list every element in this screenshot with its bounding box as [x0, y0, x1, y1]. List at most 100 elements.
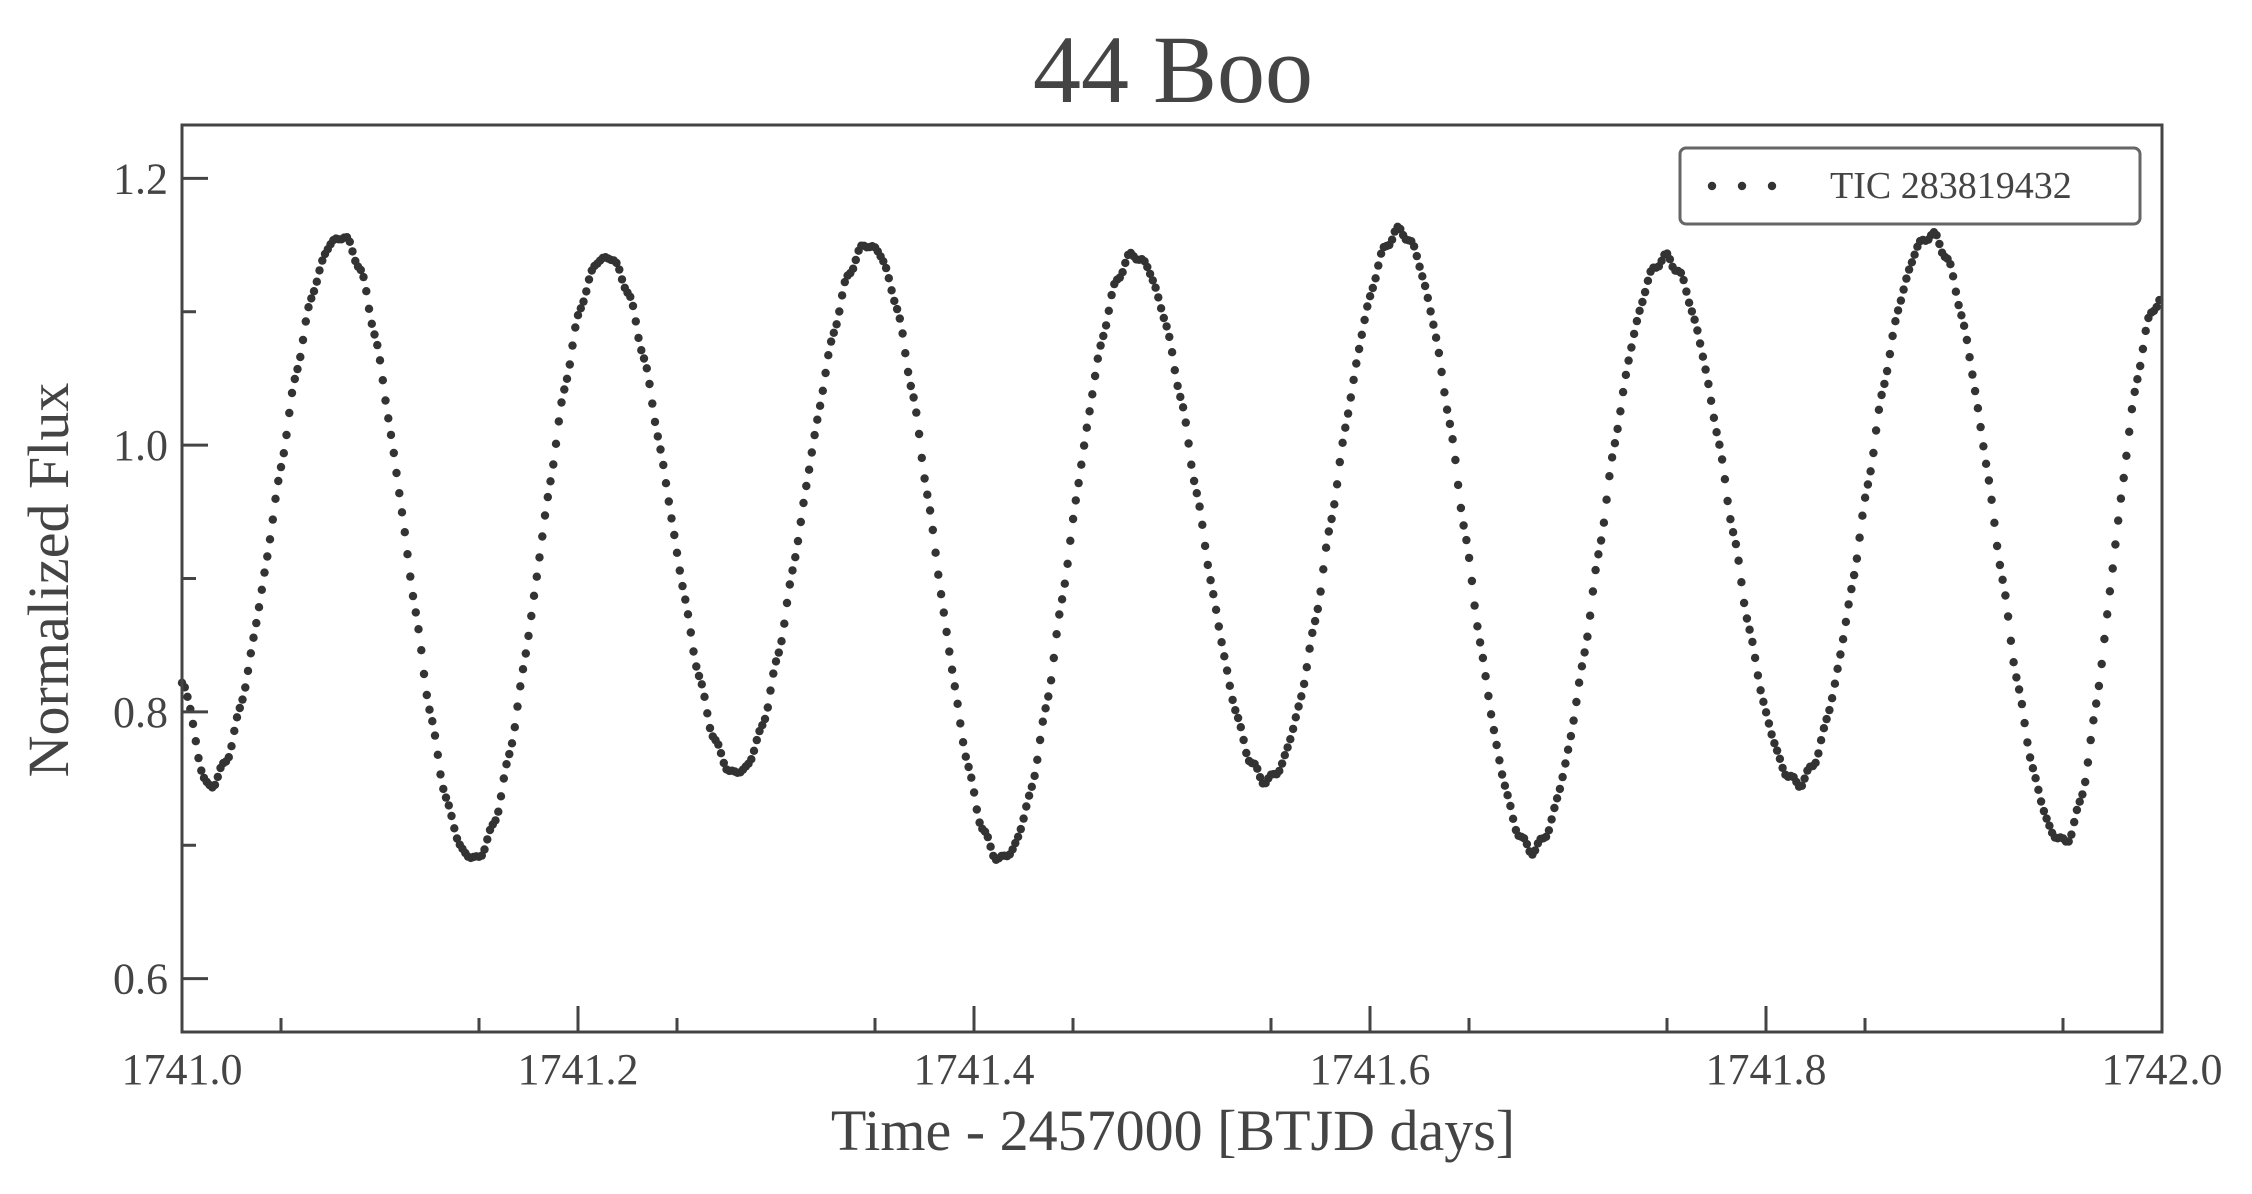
data-point [1445, 419, 1455, 429]
data-point [2036, 797, 2046, 806]
data-point [848, 264, 858, 273]
data-point [890, 296, 899, 306]
data-point [653, 432, 662, 441]
data-point [263, 552, 272, 561]
data-point [1605, 472, 1614, 481]
data-point [1049, 653, 1059, 663]
data-point [920, 474, 929, 483]
data-point [1308, 628, 1317, 638]
data-point [2122, 451, 2131, 460]
data-point [2006, 636, 2016, 645]
data-point [1544, 826, 1554, 835]
data-point [934, 570, 943, 579]
data-point [785, 580, 794, 589]
data-point [2025, 753, 2035, 762]
data-point [1121, 258, 1130, 268]
data-point [2111, 540, 2120, 549]
data-point [829, 328, 838, 337]
data-point [565, 360, 574, 369]
data-point [1555, 784, 1565, 794]
data-point [1734, 556, 1743, 565]
data-point [752, 735, 761, 745]
data-point [1013, 832, 1023, 841]
data-point [1852, 554, 1862, 563]
data-point [700, 692, 709, 701]
data-point [2031, 774, 2040, 783]
data-point [1618, 387, 1628, 397]
data-point [1349, 375, 1358, 385]
data-point [419, 669, 429, 679]
data-point [1423, 293, 1433, 303]
data-point [1343, 409, 1353, 418]
data-point [2042, 814, 2051, 823]
data-point [969, 788, 979, 797]
data-point [1973, 404, 1983, 413]
data-point [403, 550, 412, 559]
data-point [1742, 614, 1752, 623]
data-point [252, 618, 261, 628]
data-point [224, 753, 233, 762]
data-point [1330, 500, 1339, 509]
data-point [1079, 441, 1089, 450]
data-point [637, 346, 646, 355]
data-point [1440, 388, 1449, 397]
data-point [1478, 653, 1488, 663]
data-point [716, 749, 726, 758]
x-tick-label: 1741.2 [518, 1045, 639, 1094]
data-point [1354, 344, 1364, 354]
data-point [1814, 749, 1823, 758]
data-point [1585, 611, 1595, 620]
data-point [1346, 393, 1356, 402]
data-point [1627, 343, 1636, 352]
data-point [499, 774, 508, 783]
data-point [1200, 541, 1210, 551]
data-point [2141, 326, 2150, 336]
data-point [714, 740, 723, 749]
data-point [1489, 725, 1499, 735]
data-point [931, 548, 940, 557]
data-point [543, 492, 552, 502]
data-point [1426, 307, 1435, 316]
data-point [1228, 695, 1237, 705]
data-point [1558, 772, 1567, 782]
data-point [408, 591, 418, 601]
data-point [788, 566, 797, 575]
data-point [1610, 439, 1620, 448]
data-point [901, 349, 910, 358]
data-point [1253, 764, 1262, 773]
data-point [1409, 242, 1419, 251]
data-point [626, 292, 635, 301]
data-point [2152, 302, 2161, 312]
data-point [414, 625, 423, 634]
data-point [2075, 797, 2084, 806]
data-point [1462, 535, 1471, 545]
data-point [1962, 335, 1972, 345]
data-point [1294, 702, 1303, 711]
data-point [557, 398, 566, 407]
data-point [345, 237, 354, 246]
data-point [1288, 724, 1298, 734]
data-point [1016, 824, 1025, 834]
data-point [810, 430, 819, 440]
data-point [1082, 423, 1092, 432]
data-point [227, 742, 236, 751]
legend: TIC 283819432 [1678, 146, 2142, 226]
data-point [1709, 413, 1719, 422]
data-point [796, 517, 805, 527]
data-point [1948, 272, 1958, 281]
data-point [546, 477, 555, 486]
legend-box [1678, 146, 2142, 226]
data-point [1858, 511, 1867, 520]
data-point [1731, 539, 1741, 549]
data-point [813, 415, 822, 424]
data-point [1239, 735, 1248, 745]
data-point [1717, 455, 1727, 464]
data-point [1880, 379, 1889, 389]
data-point [1841, 617, 1851, 627]
data-point [780, 619, 789, 628]
data-point [1484, 691, 1493, 701]
data-point [661, 479, 671, 488]
data-point [826, 337, 836, 346]
data-point [576, 304, 585, 313]
data-point [1632, 316, 1642, 326]
